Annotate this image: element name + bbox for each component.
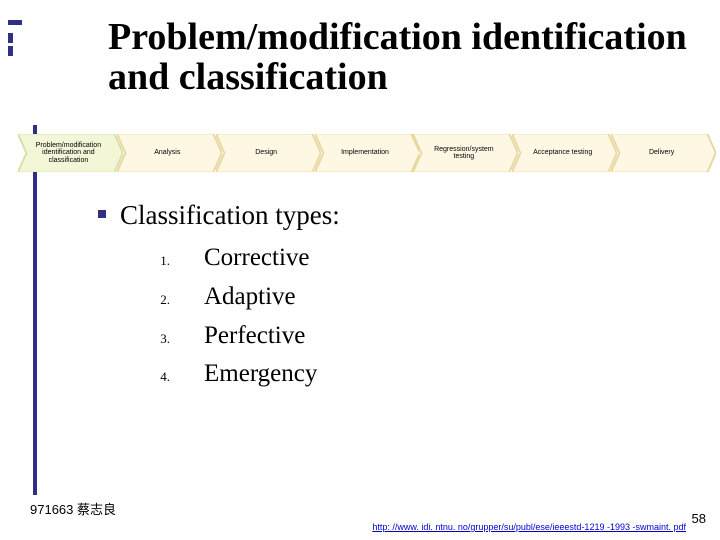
list-item: 1. Corrective [156, 239, 340, 278]
flow-step: Analysis [117, 134, 222, 172]
flow-step: Implementation [315, 134, 420, 172]
flow-step: Regression/systemtesting [413, 134, 518, 172]
page-number: 58 [692, 511, 706, 526]
footer-author: 971663 蔡志良 [30, 499, 116, 518]
flow-step: Problem/modificationidentification andcl… [18, 134, 123, 172]
flow-step: Acceptance testing [512, 134, 617, 172]
process-flow: Problem/modificationidentification andcl… [18, 134, 710, 172]
list-text: Perfective [204, 317, 305, 356]
body-content: Classification types: 1. Corrective 2. Adap… [98, 200, 340, 394]
list-text: Corrective [204, 239, 310, 278]
corner-decor [8, 12, 22, 56]
list-text: Adaptive [204, 278, 296, 317]
classification-heading: Classification types: [120, 200, 340, 231]
side-rule [33, 125, 37, 495]
list-item: 4. Emergency [156, 355, 340, 394]
source-link[interactable]: http: //www. idi. ntnu. no/grupper/su/pu… [372, 522, 686, 532]
square-bullet-icon [98, 210, 106, 218]
flow-step: Design [216, 134, 321, 172]
page-title: Problem/modification identification and … [108, 18, 700, 98]
list-number: 2. [156, 290, 170, 310]
list-number: 1. [156, 251, 170, 271]
list-item: 3. Perfective [156, 317, 340, 356]
list-number: 4. [156, 367, 170, 387]
list-number: 3. [156, 329, 170, 349]
list-text: Emergency [204, 355, 317, 394]
list-item: 2. Adaptive [156, 278, 340, 317]
classification-list: 1. Corrective 2. Adaptive 3. Perfective 4. Emer… [156, 239, 340, 394]
flow-step: Delivery [611, 134, 716, 172]
